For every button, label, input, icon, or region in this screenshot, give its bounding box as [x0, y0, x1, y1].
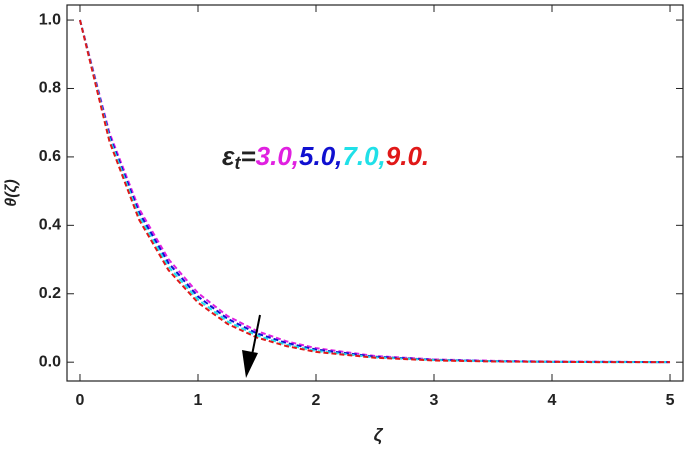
- annotation-value: 3.0,: [256, 141, 299, 171]
- x-tick-label: 3: [430, 392, 439, 409]
- y-tick-label: 0.2: [39, 285, 61, 302]
- data-line: [79, 19, 671, 364]
- y-axis-label: θ(ζ): [3, 179, 20, 206]
- y-tick-label: 0.0: [39, 353, 61, 370]
- y-tick-label: 0.4: [39, 217, 61, 234]
- x-tick-label: 1: [194, 392, 203, 409]
- y-tick-label: 0.6: [39, 148, 61, 165]
- annotation-equals: =: [240, 141, 255, 171]
- plot-frame: [66, 4, 684, 382]
- data-line: [79, 19, 671, 364]
- x-axis-label: ζ: [374, 425, 384, 446]
- lines: [79, 19, 671, 364]
- data-line: [79, 19, 671, 364]
- annotation: εt=3.0,5.0,7.0,9.0.: [222, 141, 429, 173]
- y-tick-label: 0.8: [39, 80, 61, 97]
- data-line: [79, 19, 671, 364]
- x-tick-label: 0: [76, 392, 85, 409]
- annotation-subscript: t: [234, 153, 241, 173]
- x-tick-label: 4: [548, 392, 557, 409]
- arrow-head: [242, 350, 258, 378]
- y-tick-label: 1.0: [39, 11, 61, 28]
- x-tick-label: 2: [312, 392, 321, 409]
- x-tick-label: 5: [666, 392, 675, 409]
- annotation-symbol: ε: [222, 141, 235, 171]
- annotation-value: 9.0.: [386, 141, 429, 171]
- annotation-value: 5.0,: [299, 141, 342, 171]
- annotation-value: 7.0,: [342, 141, 385, 171]
